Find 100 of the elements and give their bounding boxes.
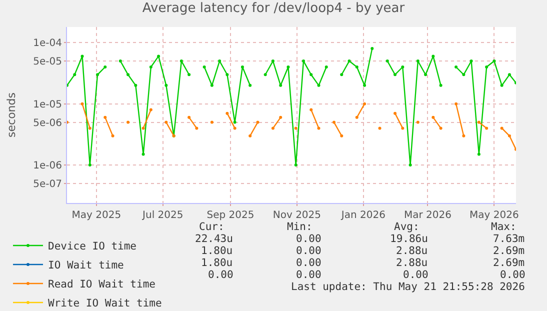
point	[279, 116, 282, 119]
point	[195, 126, 198, 130]
text: 0.00	[296, 245, 322, 257]
x-tick-label: Nov 2025	[272, 210, 322, 221]
point	[454, 65, 458, 68]
text: 0.00	[296, 269, 322, 281]
point	[111, 134, 114, 138]
point	[188, 116, 191, 119]
x-tick-label: May 2025	[72, 210, 122, 221]
point	[340, 134, 344, 138]
point	[454, 102, 458, 106]
text: Cur:	[199, 221, 224, 233]
x-tick-label: Jan 2026	[340, 210, 386, 221]
point	[118, 60, 122, 63]
x-tick-label: Jul 2025	[142, 210, 184, 221]
point	[500, 126, 504, 130]
point	[149, 108, 152, 112]
point	[88, 164, 92, 167]
point	[226, 112, 229, 115]
point	[233, 120, 236, 124]
text: 1.80u	[201, 257, 233, 269]
point	[401, 126, 404, 130]
x-tick-label: Mar 2026	[404, 210, 452, 221]
text: Avg:	[394, 221, 420, 233]
text: 22.43u	[195, 233, 233, 245]
text: 19.86u	[390, 233, 428, 245]
x-tick-label: Sep 2025	[206, 210, 254, 221]
y-axis-title: seconds	[4, 92, 18, 138]
point	[477, 152, 480, 156]
point	[492, 60, 496, 63]
text: Max:	[491, 221, 516, 233]
point	[485, 65, 488, 68]
point	[394, 73, 397, 76]
point	[142, 152, 145, 156]
point	[363, 84, 366, 87]
point	[157, 54, 160, 58]
point	[432, 116, 435, 119]
point	[248, 84, 252, 87]
y-tick-label: 5e-05	[33, 56, 62, 68]
y-tick-label: 1e-04	[33, 38, 62, 50]
point	[104, 116, 107, 119]
point	[340, 73, 344, 76]
point	[279, 84, 282, 87]
point	[508, 73, 511, 76]
point	[485, 126, 488, 130]
point	[462, 73, 466, 76]
point	[294, 164, 298, 167]
point	[164, 84, 168, 87]
point	[508, 134, 511, 138]
point	[233, 126, 236, 130]
point	[302, 60, 305, 63]
point	[271, 60, 274, 63]
point	[462, 134, 466, 138]
point	[355, 116, 358, 119]
point	[439, 126, 442, 130]
point	[439, 84, 442, 87]
point	[126, 73, 130, 76]
text: 2.88u	[396, 257, 428, 269]
text: Last update: Thu May 21 21:55:28 2026	[291, 281, 525, 293]
text: 0.00	[296, 257, 322, 269]
point	[210, 84, 214, 87]
point	[355, 65, 358, 68]
point	[363, 102, 366, 106]
point	[370, 47, 374, 50]
point	[264, 73, 267, 76]
point	[256, 120, 260, 124]
point	[271, 126, 274, 130]
y-tick-label: 1e-05	[33, 99, 62, 110]
y-tick-label: 5e-06	[33, 118, 62, 129]
point	[477, 120, 480, 124]
text: 2.69m	[493, 245, 525, 257]
point	[218, 60, 222, 63]
point	[202, 65, 206, 68]
point	[470, 60, 473, 63]
point	[88, 126, 92, 130]
point	[180, 60, 183, 63]
point	[149, 65, 152, 68]
point	[164, 120, 168, 124]
point	[80, 102, 84, 106]
point	[424, 73, 428, 76]
point	[142, 126, 145, 130]
point	[386, 60, 389, 63]
text: 1.80u	[201, 245, 233, 257]
point	[401, 65, 404, 68]
point	[310, 73, 313, 76]
legend-label: IO Wait time	[48, 260, 124, 272]
text: 7.63m	[493, 233, 525, 245]
y-tick-label: 1e-06	[33, 160, 62, 172]
point	[73, 73, 76, 76]
point	[432, 54, 435, 58]
text: 0.00	[500, 269, 526, 281]
text: Min:	[287, 221, 312, 233]
point	[500, 84, 504, 87]
point	[324, 65, 328, 68]
point	[80, 54, 84, 58]
point	[96, 73, 100, 76]
legend-label: Read IO Wait time	[48, 278, 156, 291]
legend-label: Write IO Wait time	[48, 298, 162, 310]
text: 0.00	[296, 233, 322, 245]
chart-title: Average latency for /dev/loop4 - by year	[142, 1, 406, 16]
